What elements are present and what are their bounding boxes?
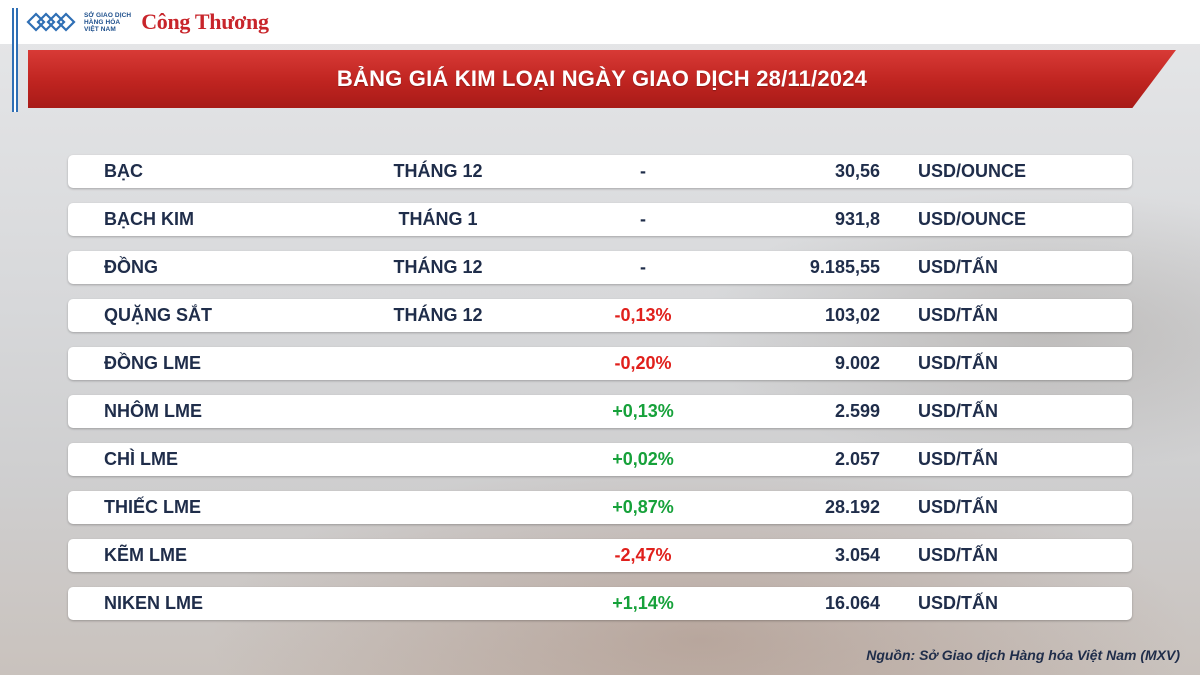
price-value: 2.057 [834, 449, 880, 469]
contract-month: THÁNG 12 [393, 161, 483, 181]
commodity-name: NIKEN LME [104, 593, 203, 613]
price-value: 2.599 [834, 401, 880, 421]
contract-month: THÁNG 12 [393, 257, 483, 277]
price-value: 9.002 [834, 353, 880, 373]
table-row: QUẶNG SẮT THÁNG 12 -0,13% 103,02 USD/TẤN [68, 299, 1132, 332]
header-bar: SỞ GIAO DỊCH HÀNG HÓA VIỆT NAM Công Thươ… [0, 0, 1200, 44]
price-unit: USD/TẤN [918, 401, 998, 421]
price-change: - [640, 161, 646, 181]
title-banner [28, 50, 1176, 108]
source-note: Nguồn: Sở Giao dịch Hàng hóa Việt Nam (M… [866, 647, 1180, 663]
price-change: -0,20% [614, 353, 672, 373]
commodity-name: BẠC [104, 161, 143, 181]
price-value: 16.064 [824, 593, 880, 613]
price-unit: USD/OUNCE [918, 161, 1027, 181]
table-row: BẠC THÁNG 12 - 30,56 USD/OUNCE [68, 155, 1132, 188]
contract-month [378, 347, 498, 380]
price-change: -2,47% [614, 545, 672, 565]
price-value: 30,56 [834, 161, 880, 181]
commodity-name: ĐỒNG LME [104, 353, 201, 373]
table-row: NIKEN LME +1,14% 16.064 USD/TẤN [68, 587, 1132, 620]
commodity-name: BẠCH KIM [104, 209, 194, 229]
contract-month [378, 539, 498, 572]
price-change: +1,14% [612, 593, 674, 613]
commodity-name: QUẶNG SẮT [104, 305, 212, 325]
price-unit: USD/TẤN [918, 593, 998, 613]
price-change: +0,87% [612, 497, 674, 517]
commodity-name: NHÔM LME [104, 401, 202, 421]
table-row: ĐỒNG LME -0,20% 9.002 USD/TẤN [68, 347, 1132, 380]
table-row: KẼM LME -2,47% 3.054 USD/TẤN [68, 539, 1132, 572]
page-title: BẢNG GIÁ KIM LOẠI NGÀY GIAO DỊCH 28/11/2… [336, 66, 868, 91]
contract-month [378, 443, 498, 476]
logo-line-1: SỞ GIAO DỊCH [84, 11, 132, 19]
table-row: BẠCH KIM THÁNG 1 - 931,8 USD/OUNCE [68, 203, 1132, 236]
price-unit: USD/TẤN [918, 353, 998, 373]
price-change: +0,02% [612, 449, 674, 469]
contract-month [378, 395, 498, 428]
price-value: 9.185,55 [809, 257, 880, 277]
left-stripe-decoration [12, 8, 18, 112]
price-unit: USD/TẤN [918, 257, 998, 277]
price-value: 3.054 [834, 545, 880, 565]
price-change: - [640, 209, 646, 229]
price-unit: USD/TẤN [918, 449, 998, 469]
logo-text: SỞ GIAO DỊCH HÀNG HÓA VIỆT NAM [84, 12, 131, 33]
commodity-name: KẼM LME [104, 545, 187, 565]
contract-month: THÁNG 1 [398, 209, 478, 229]
commodity-name: ĐỒNG [104, 257, 158, 277]
price-unit: USD/TẤN [918, 497, 998, 517]
contract-month [378, 587, 498, 620]
price-unit: USD/TẤN [918, 305, 998, 325]
table-row: CHÌ LME +0,02% 2.057 USD/TẤN [68, 443, 1132, 476]
price-unit: USD/TẤN [918, 545, 998, 565]
price-change: - [640, 257, 646, 277]
price-value: 28.192 [824, 497, 880, 517]
price-change: +0,13% [612, 401, 674, 421]
price-value: 103,02 [824, 305, 880, 325]
commodity-name: CHÌ LME [104, 449, 178, 469]
contract-month: THÁNG 12 [393, 305, 483, 325]
table-row: ĐỒNG THÁNG 12 - 9.185,55 USD/TẤN [68, 251, 1132, 284]
price-unit: USD/OUNCE [918, 209, 1027, 229]
mxv-logo-icon [26, 12, 76, 32]
contract-month [378, 491, 498, 524]
table-row: THIẾC LME +0,87% 28.192 USD/TẤN [68, 491, 1132, 524]
price-value: 931,8 [834, 209, 880, 229]
logo-line-2: HÀNG HÓA [84, 18, 121, 26]
table-row: NHÔM LME +0,13% 2.599 USD/TẤN [68, 395, 1132, 428]
logo-line-3: VIỆT NAM [84, 25, 116, 33]
commodity-name: THIẾC LME [104, 497, 201, 517]
logo-group: SỞ GIAO DỊCH HÀNG HÓA VIỆT NAM Công Thươ… [24, 7, 269, 37]
price-change: -0,13% [614, 305, 672, 325]
brand-logo-text: Công Thương [141, 9, 269, 34]
